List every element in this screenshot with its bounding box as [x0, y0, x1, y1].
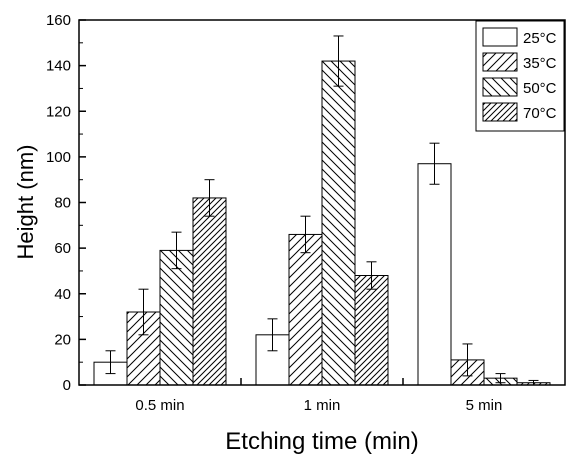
y-tick-label: 0: [63, 377, 71, 394]
y-tick-label: 120: [46, 103, 71, 120]
x-axis-title: Etching time (min): [225, 428, 418, 455]
legend-swatch: [482, 102, 518, 122]
x-axis-ticks: 0.5 min 1 min 5 min: [135, 378, 502, 414]
legend: 25°C 35°C 50°C 70°C: [475, 20, 565, 132]
y-axis-title: Height (nm): [13, 145, 38, 260]
y-tick-label: 80: [54, 195, 71, 212]
bar-4-1: [192, 197, 227, 386]
legend-swatch: [482, 52, 518, 72]
y-tick-label: 100: [46, 149, 71, 166]
y-tick-label: 140: [46, 58, 71, 75]
x-tick-label: 1 min: [304, 397, 341, 414]
y-axis-ticks: 0 20 40 60 80 100 120 140 160: [46, 12, 86, 394]
y-tick-label: 60: [54, 240, 71, 257]
x-tick-label: 0.5 min: [135, 397, 184, 414]
legend-label: 35°C: [523, 55, 557, 72]
error-bars-group: [105, 35, 539, 386]
legend-label: 50°C: [523, 80, 557, 97]
bar-4-2: [354, 275, 389, 386]
legend-swatch: [482, 77, 518, 97]
bar-1-3: [417, 163, 452, 386]
legend-label: 70°C: [523, 105, 557, 122]
bar-3-1: [159, 249, 194, 386]
y-tick-label: 40: [54, 286, 71, 303]
y-tick-label: 160: [46, 12, 71, 29]
legend-label: 25°C: [523, 30, 557, 47]
bar-2-2: [288, 233, 323, 386]
x-tick-label: 5 min: [466, 397, 503, 414]
bar-3-2: [321, 60, 356, 386]
legend-swatch: [482, 27, 518, 47]
y-tick-label: 20: [54, 331, 71, 348]
